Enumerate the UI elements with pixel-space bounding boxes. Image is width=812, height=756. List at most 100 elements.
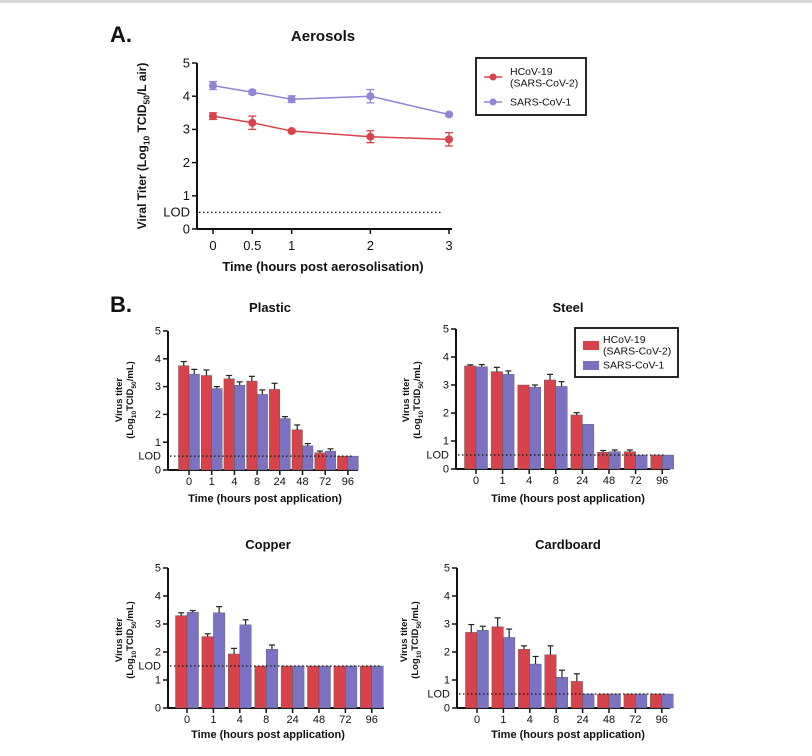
x-tick-label: 2 xyxy=(367,238,374,253)
y-tick-label: 2 xyxy=(443,408,449,420)
subscript: 10 xyxy=(142,135,152,145)
bar xyxy=(246,380,258,471)
panel-label-b: B. xyxy=(110,292,132,317)
text-segment: /mL) xyxy=(125,601,136,621)
legend-label: SARS-CoV-1 xyxy=(603,360,664,372)
legend-label: SARS-CoV-1 xyxy=(510,97,571,109)
y-tick-label: 5 xyxy=(155,326,161,338)
legend-label-line: (SARS-CoV-2) xyxy=(603,346,671,358)
bar xyxy=(555,386,568,470)
text-segment: TCID xyxy=(412,389,423,411)
bar xyxy=(254,665,267,709)
x-tick-label: 0 xyxy=(184,714,190,726)
bar xyxy=(239,624,252,709)
bar xyxy=(213,612,226,709)
subscript: 10 xyxy=(131,651,138,659)
x-tick-label: 48 xyxy=(603,714,615,726)
text-segment: TCID xyxy=(125,629,136,651)
y-tick-label: 4 xyxy=(155,353,161,365)
bar xyxy=(662,454,674,470)
bar xyxy=(608,451,621,470)
y-tick-label: 0 xyxy=(155,465,161,477)
chart-title: Steel xyxy=(552,300,583,315)
x-tick-label: 1 xyxy=(500,714,506,726)
subscript: 50 xyxy=(131,381,138,389)
lod-label: LOD xyxy=(427,689,450,701)
x-tick-label: 96 xyxy=(342,476,354,488)
x-axis-label: Time (hours post application) xyxy=(491,729,645,741)
y-tick-label: 1 xyxy=(443,436,449,448)
bar xyxy=(597,693,610,709)
bar xyxy=(201,636,214,709)
bar xyxy=(464,365,477,470)
lod-label: LOD xyxy=(138,661,161,673)
text-segment: Virus titer xyxy=(401,378,412,422)
bar xyxy=(518,649,530,709)
subscript: 50 xyxy=(418,381,425,389)
bar xyxy=(544,654,557,709)
y-axis-label: (Log10TCID50/mL) xyxy=(125,361,138,439)
x-tick-label: 0.5 xyxy=(243,238,261,253)
subscript: 50 xyxy=(131,621,138,629)
x-tick-label: 0 xyxy=(209,238,216,253)
text-segment: Viral Titer (Log xyxy=(135,145,149,229)
legend-box xyxy=(574,327,679,378)
bar xyxy=(228,653,241,709)
x-tick-label: 3 xyxy=(445,238,452,253)
x-tick-label: 72 xyxy=(629,475,641,487)
data-point xyxy=(445,110,453,119)
x-tick-label: 0 xyxy=(474,714,480,726)
bar xyxy=(503,637,516,709)
data-point xyxy=(445,135,453,144)
top-border xyxy=(0,0,812,3)
bar xyxy=(345,665,358,709)
y-tick-label: 3 xyxy=(155,619,161,631)
legend-label-line: (SARS-CoV-2) xyxy=(510,78,578,90)
bar xyxy=(476,629,489,709)
y-tick-label: 1 xyxy=(155,675,161,687)
y-axis-label: Virus titer xyxy=(114,378,125,422)
bar xyxy=(556,677,568,709)
text-segment: /L air) xyxy=(135,63,149,95)
bar xyxy=(582,693,595,709)
chart-title: Cardboard xyxy=(535,537,601,552)
bar xyxy=(650,693,662,709)
y-tick-label: 3 xyxy=(443,380,449,392)
y-axis-label: Virus titer xyxy=(114,618,125,662)
x-tick-label: 0 xyxy=(473,475,479,487)
data-point xyxy=(287,95,296,104)
y-tick-label: 0 xyxy=(183,221,190,236)
y-tick-label: 1 xyxy=(444,675,450,687)
subscript: 50 xyxy=(142,95,152,105)
data-point xyxy=(209,81,217,90)
y-tick-label: 5 xyxy=(183,55,190,70)
bar xyxy=(266,649,278,709)
y-tick-label: 3 xyxy=(183,122,190,137)
x-tick-label: 1 xyxy=(210,714,216,726)
y-tick-label: 2 xyxy=(155,409,161,421)
x-tick-label: 1 xyxy=(288,238,295,253)
x-tick-label: 72 xyxy=(629,714,641,726)
legend-label-line: SARS-CoV-1 xyxy=(603,360,664,372)
text-segment: Virus titer xyxy=(114,618,125,662)
x-tick-label: 96 xyxy=(656,714,668,726)
y-tick-label: 2 xyxy=(444,647,450,659)
text-segment: (Log xyxy=(125,658,136,679)
bar xyxy=(234,385,246,471)
text-segment: /mL) xyxy=(125,361,136,381)
y-tick-label: 1 xyxy=(155,437,161,449)
x-axis-label: Time (hours post application) xyxy=(191,729,345,741)
data-point xyxy=(209,112,217,121)
data-point xyxy=(366,132,375,141)
x-tick-label: 1 xyxy=(209,476,215,488)
lod-label: LOD xyxy=(138,451,161,463)
legend-marker xyxy=(489,98,497,106)
chart-title: Plastic xyxy=(249,300,291,315)
bar xyxy=(465,632,478,709)
bar xyxy=(307,665,320,709)
series-line xyxy=(212,115,450,141)
panel-label-a: A. xyxy=(110,22,132,47)
subscript: 10 xyxy=(416,651,423,659)
bar xyxy=(318,665,331,709)
